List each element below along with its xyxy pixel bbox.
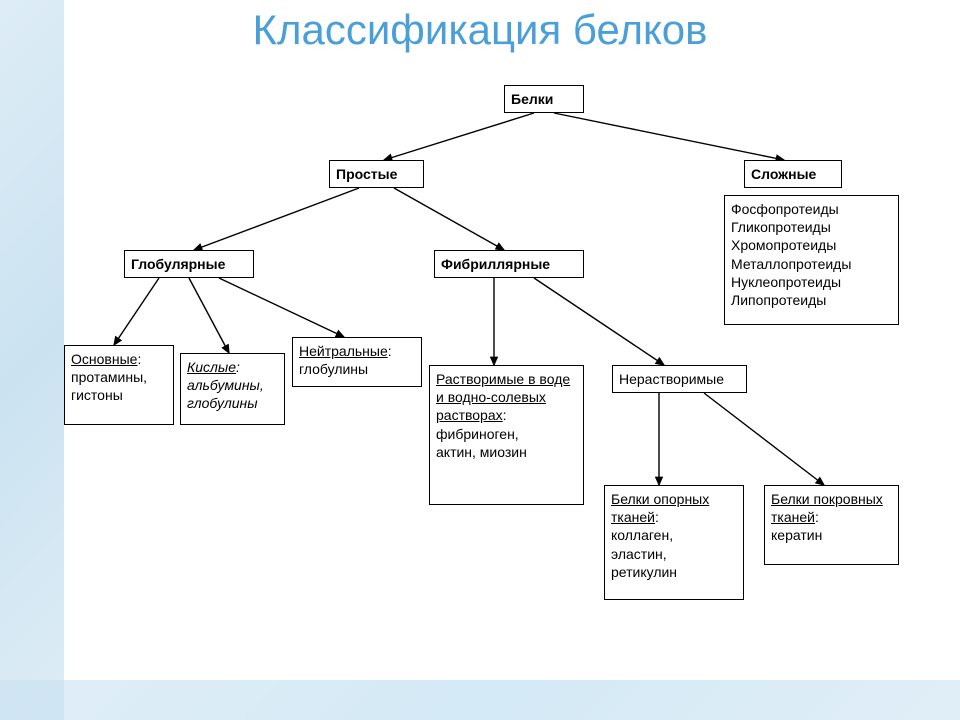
node-support: Белки опорных тканей:коллаген,эластин,ре…	[604, 485, 744, 600]
node-globular: Глобулярные	[124, 250, 254, 278]
node-soluble: Растворимые в воде и водно-солевых раств…	[429, 365, 584, 505]
classification-diagram: Белки Простые Сложные Глобулярные Фибриллярн…	[64, 85, 960, 680]
node-simple: Простые	[329, 160, 424, 188]
node-complex_list: ФосфопротеидыГликопротеидыХромопротеидыМ…	[724, 195, 899, 325]
node-cover: Белки покровных тканей:кератин	[764, 485, 899, 565]
edge-globular-acidic	[189, 278, 229, 353]
edge-fibrillar-insoluble	[534, 278, 664, 365]
node-root: Белки	[504, 85, 584, 113]
node-fibrillar: Фибриллярные	[434, 250, 584, 278]
edge-root-simple	[384, 113, 534, 160]
node-insoluble: Нерастворимые	[612, 365, 747, 393]
edge-globular-neutral	[219, 278, 344, 337]
edge-simple-globular	[194, 188, 359, 250]
node-neutral: Нейтральные:глобулины	[292, 337, 422, 387]
edge-simple-fibrillar	[394, 188, 504, 250]
decorative-side-bg	[0, 0, 64, 720]
page-title: Классификация белков	[0, 6, 960, 54]
edge-globular-basic	[114, 278, 159, 345]
node-complex: Сложные	[744, 160, 842, 188]
edge-insoluble-cover	[704, 393, 824, 485]
node-basic: Основные:протамины,гистоны	[64, 345, 174, 425]
node-acidic: Кислые:альбумины,глобулины	[180, 353, 285, 425]
decorative-bottom-bg	[0, 680, 960, 720]
edge-root-complex	[554, 113, 784, 160]
